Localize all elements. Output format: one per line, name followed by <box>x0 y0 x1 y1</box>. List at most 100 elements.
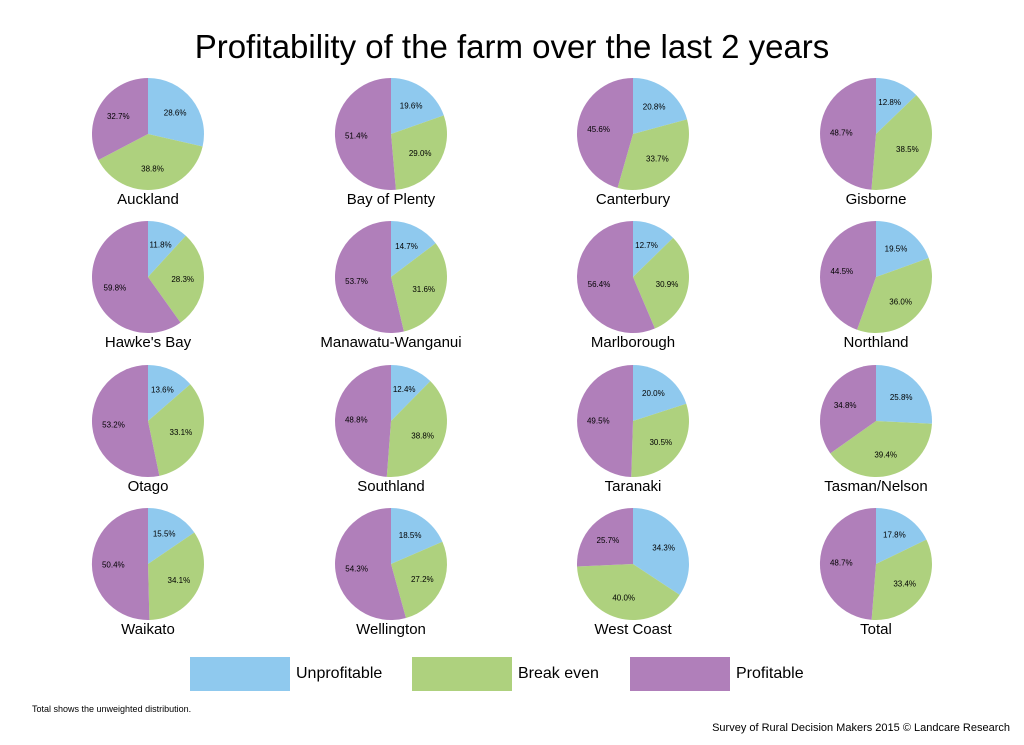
pie-slice-break-even <box>98 134 203 191</box>
pie-value-label: 18.5% <box>399 531 422 540</box>
pie-value-label: 50.4% <box>102 560 125 569</box>
pie-slice-profitable <box>335 365 391 477</box>
pie-manawatu-wanganui: 14.7% 31.6% 53.7% Manawatu-Wanganui <box>320 221 462 351</box>
pie-value-label: 19.5% <box>885 245 908 254</box>
pie-slice-unprofitable <box>633 508 690 595</box>
pie-slice-break-even <box>577 564 680 621</box>
pie-value-label: 30.9% <box>656 280 679 289</box>
pie-region-label: Bay of Plenty <box>347 191 436 208</box>
pie-value-label: 12.4% <box>393 385 416 394</box>
pie-slice-profitable <box>334 77 396 190</box>
pie-slice-unprofitable <box>148 508 195 564</box>
pie-region-label: Marlborough <box>591 334 675 351</box>
pie-value-label: 31.6% <box>412 285 435 294</box>
pie-slice-unprofitable <box>148 78 205 147</box>
pie-value-label: 38.8% <box>411 431 434 440</box>
pie-value-label: 36.0% <box>889 298 912 307</box>
pie-value-label: 20.8% <box>643 102 666 111</box>
pie-value-label: 38.8% <box>141 164 164 173</box>
pie-slice-break-even <box>830 421 932 477</box>
pie-slice-profitable <box>819 220 876 330</box>
legend-swatch-break-even <box>412 657 512 691</box>
pie-slice-profitable <box>576 508 633 567</box>
pie-value-label: 49.5% <box>587 417 610 426</box>
pie-slice-unprofitable <box>876 221 929 277</box>
pie-region-label: Otago <box>128 478 169 495</box>
pie-slice-break-even <box>871 95 932 190</box>
pie-northland: 19.5% 36.0% 44.5% Northland <box>819 220 933 351</box>
pie-value-label: 25.7% <box>597 536 620 545</box>
pie-slice-profitable <box>576 78 633 188</box>
pie-value-label: 28.6% <box>164 108 187 117</box>
pie-slice-profitable <box>91 507 150 620</box>
legend-label-break-even: Break even <box>518 665 599 682</box>
pie-slice-profitable <box>819 507 876 620</box>
pie-slice-unprofitable <box>391 508 443 564</box>
pie-value-label: 29.0% <box>409 149 432 158</box>
pie-slice-break-even <box>631 403 689 477</box>
pie-value-label: 32.7% <box>107 112 130 121</box>
pie-auckland: 28.6% 38.8% 32.7% Auckland <box>91 78 205 208</box>
pie-region-label: Waikato <box>121 621 175 638</box>
pie-value-label: 33.1% <box>170 428 193 437</box>
pie-slice-break-even <box>148 532 205 620</box>
pie-value-label: 48.8% <box>345 416 368 425</box>
pie-total: 17.8% 33.4% 48.7% Total <box>819 507 932 638</box>
pie-slice-unprofitable <box>391 365 431 421</box>
pie-region-label: Auckland <box>117 191 179 208</box>
legend-label-unprofitable: Unprofitable <box>296 665 383 682</box>
pie-taranaki: 20.0% 30.5% 49.5% Taranaki <box>577 365 689 495</box>
pie-slice-profitable <box>91 221 181 333</box>
pie-slice-profitable <box>577 365 633 477</box>
pie-slice-unprofitable <box>148 365 191 421</box>
pie-wellington: 18.5% 27.2% 54.3% Wellington <box>335 508 447 638</box>
pie-value-label: 34.3% <box>652 544 675 553</box>
pie-slice-profitable <box>91 365 160 477</box>
pie-value-label: 53.2% <box>102 421 125 430</box>
pie-slice-profitable <box>335 508 406 620</box>
footnote: Total shows the unweighted distribution. <box>32 704 192 714</box>
pie-region-label: Gisborne <box>846 191 907 208</box>
pie-slice-break-even <box>391 541 447 618</box>
pie-value-label: 59.8% <box>104 284 127 293</box>
pie-slice-break-even <box>857 258 933 334</box>
pie-slice-break-even <box>148 384 204 476</box>
pie-region-label: Northland <box>843 334 908 351</box>
pie-value-label: 27.2% <box>411 575 434 584</box>
pie-region-label: Wellington <box>356 621 426 638</box>
pie-slice-break-even <box>391 243 447 332</box>
pie-southland: 12.4% 38.8% 48.8% Southland <box>335 365 448 495</box>
pie-slice-unprofitable <box>633 78 688 134</box>
pie-value-label: 12.8% <box>878 98 901 107</box>
pie-value-label: 38.5% <box>896 145 919 154</box>
pie-value-label: 48.7% <box>830 129 853 138</box>
pie-region-label: Hawke's Bay <box>105 334 192 351</box>
pie-slice-unprofitable <box>633 221 674 277</box>
pie-slice-break-even <box>148 235 204 323</box>
pie-value-label: 53.7% <box>345 277 368 286</box>
pie-slice-profitable <box>334 221 404 333</box>
pie-value-label: 39.4% <box>874 450 897 459</box>
pie-slice-break-even <box>386 381 448 477</box>
pie-value-label: 19.6% <box>400 102 423 111</box>
chart-title: Profitability of the farm over the last … <box>194 28 830 65</box>
pie-value-label: 34.1% <box>168 576 191 585</box>
pie-value-label: 13.6% <box>151 385 174 394</box>
pie-slice-unprofitable <box>391 78 444 134</box>
pie-gisborne: 12.8% 38.5% 48.7% Gisborne <box>820 78 932 208</box>
pie-marlborough: 12.7% 30.9% 56.4% Marlborough <box>576 220 689 351</box>
pie-value-label: 45.6% <box>587 125 610 134</box>
pie-slice-unprofitable <box>876 365 933 424</box>
pie-value-label: 56.4% <box>588 280 611 289</box>
pie-region-label: Tasman/Nelson <box>824 478 927 495</box>
pie-value-label: 34.8% <box>834 401 857 410</box>
pie-slice-unprofitable <box>876 508 927 564</box>
pie-value-label: 33.7% <box>646 155 669 164</box>
pie-slice-break-even <box>391 115 448 190</box>
pie-value-label: 40.0% <box>612 594 635 603</box>
pie-bay-of-plenty: 19.6% 29.0% 51.4% Bay of Plenty <box>334 77 448 208</box>
pie-slice-break-even <box>617 119 689 191</box>
pie-region-label: Taranaki <box>605 478 662 495</box>
pie-value-label: 11.8% <box>150 241 172 250</box>
